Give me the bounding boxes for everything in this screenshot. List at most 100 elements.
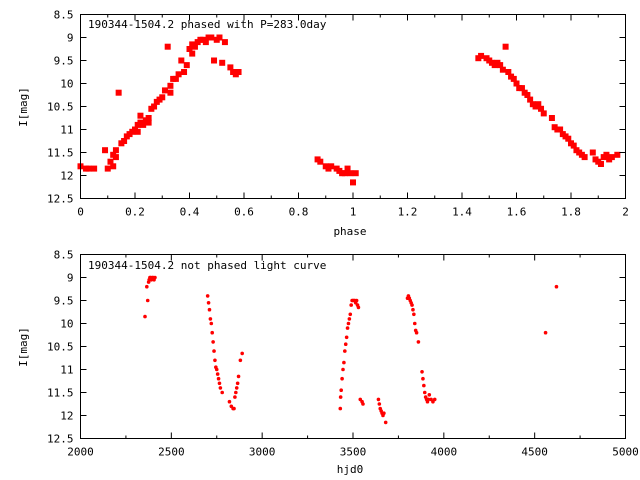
data-point	[557, 126, 564, 133]
data-point	[213, 358, 217, 363]
data-point	[614, 151, 621, 158]
data-point	[107, 158, 114, 165]
x-tick-label: 1.4	[452, 206, 472, 219]
data-point	[346, 321, 351, 326]
data-point	[338, 395, 343, 399]
data-point	[207, 307, 212, 312]
y-tick-label: 12.5	[47, 193, 74, 206]
chart-phased-xlabel: phase	[333, 225, 366, 238]
data-point	[145, 115, 152, 121]
data-point	[608, 154, 615, 161]
data-point	[412, 321, 417, 326]
x-tick-label: 2000	[67, 446, 94, 459]
data-point	[161, 87, 168, 94]
data-point	[219, 59, 226, 66]
data-point	[215, 372, 220, 376]
chart-phased-points	[77, 34, 621, 186]
data-point	[227, 399, 232, 404]
data-point	[344, 165, 351, 172]
y-tick-label: 11	[60, 124, 73, 137]
data-point	[535, 101, 542, 108]
chart-phased-ylabel: I[mag]	[17, 87, 30, 127]
data-point	[340, 376, 344, 381]
y-tick-label: 10	[60, 318, 73, 331]
data-point	[221, 39, 228, 46]
data-point	[356, 305, 361, 310]
y-tick-label: 10.5	[47, 341, 74, 354]
data-point	[172, 75, 179, 82]
data-point	[235, 381, 240, 386]
data-point	[603, 151, 610, 158]
y-tick-label: 12	[60, 170, 73, 183]
data-point	[597, 161, 604, 167]
data-point	[411, 307, 415, 312]
data-point	[208, 317, 213, 321]
chart-phased: 0 0.2 0.4 0.6 0.8 1 1.2 1.4 1.6 1.8 2 8.5 9 9.5 10 10.…	[17, 9, 629, 239]
x-tick-label: 2500	[158, 446, 185, 459]
y-tick-label: 9	[67, 272, 74, 285]
data-point	[206, 301, 211, 305]
data-point	[233, 395, 237, 399]
y-tick-label: 12	[60, 410, 73, 423]
x-tick-label: 0.6	[234, 206, 254, 219]
data-point	[205, 294, 210, 298]
data-point	[220, 390, 224, 395]
data-point	[164, 43, 171, 50]
x-tick-label: 0.4	[180, 206, 200, 219]
data-point	[497, 62, 504, 69]
x-tick-label: 1.2	[398, 206, 418, 219]
data-point	[416, 340, 421, 344]
data-point	[235, 69, 242, 75]
data-point	[538, 105, 545, 112]
y-tick-label: 9.5	[54, 295, 74, 308]
data-point	[175, 71, 182, 78]
data-point	[328, 163, 335, 170]
data-point	[513, 80, 520, 87]
chart-unphased-ylabel: I[mag]	[17, 327, 30, 367]
data-point	[341, 367, 345, 372]
y-tick-label: 11.5	[47, 387, 74, 400]
chart-phased-title: 190344-1504.2 phased with P=283.0day	[88, 18, 327, 31]
data-point	[377, 402, 382, 406]
chart-phased-yticks: 8.5 9 9.5 10 10.5 11 11.5 12 12.5	[47, 9, 626, 206]
data-point	[209, 321, 214, 326]
y-tick-label: 9	[67, 32, 74, 45]
data-point	[570, 142, 577, 149]
y-tick-label: 10.5	[47, 101, 74, 114]
data-point	[91, 165, 98, 172]
data-point	[216, 34, 223, 41]
x-tick-label: 4000	[431, 446, 458, 459]
data-point	[234, 390, 238, 395]
x-tick-label: 4500	[521, 446, 548, 459]
data-point	[317, 158, 324, 165]
data-point	[565, 135, 572, 142]
data-point	[145, 119, 152, 126]
data-point	[505, 69, 512, 75]
data-point	[102, 147, 109, 154]
data-point	[502, 43, 509, 50]
data-point	[414, 330, 419, 335]
data-point	[153, 275, 157, 280]
data-point	[112, 154, 119, 161]
data-point	[343, 342, 348, 347]
data-point	[350, 179, 356, 186]
data-point	[341, 170, 348, 177]
data-point	[216, 376, 221, 381]
data-point	[202, 39, 209, 46]
data-point	[227, 64, 234, 71]
chart-unphased: 2000 2500 3000 3500 4000 4500 5000 8.5 9 9.5 10 10…	[17, 249, 639, 477]
data-point	[211, 57, 218, 64]
data-point	[426, 397, 431, 402]
data-point	[211, 340, 215, 344]
data-point	[410, 303, 414, 307]
chart-unphased-points	[143, 275, 559, 425]
data-point	[186, 46, 193, 52]
data-point	[217, 381, 222, 386]
x-tick-label: 1	[350, 206, 357, 219]
data-point	[352, 170, 359, 177]
x-tick-label: 1.6	[507, 206, 527, 219]
data-point	[167, 89, 174, 96]
data-point	[420, 370, 424, 374]
